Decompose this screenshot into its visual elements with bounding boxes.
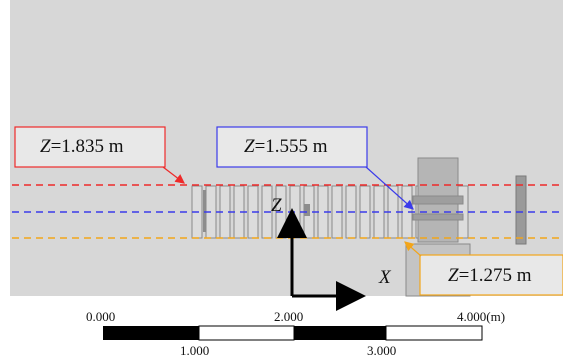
svg-text:Z=1.835 m: Z=1.835 m [40,136,124,157]
scale-bar: 0.000 2.000 4.000(m) 1.000 3.000 [86,309,505,356]
scale-label-4: 4.000(m) [457,309,505,324]
scale-label-0: 0.000 [86,309,115,324]
svg-text:Z=1.555 m: Z=1.555 m [244,136,328,157]
label-box-red: Z=1.835 m [14,126,185,184]
level-red-value: =1.835 m [51,136,124,157]
x-axis-label: X [378,267,392,288]
label-box-blue: Z=1.555 m [216,126,414,210]
z-axis-label: Z [271,195,282,216]
label-box-orange: Z=1.275 m [404,241,563,296]
level-blue-value: =1.555 m [255,136,328,157]
level-orange-var: Z [448,265,459,286]
right-device [515,175,527,245]
coordinate-axes: Z X [271,195,392,311]
svg-text:Z=1.275 m: Z=1.275 m [448,265,532,286]
scale-label-3: 3.000 [367,343,396,356]
level-red-var: Z [40,136,51,157]
level-blue-var: Z [244,136,255,157]
level-orange-value: =1.275 m [459,265,532,286]
scale-label-2: 2.000 [274,309,303,324]
scale-label-1: 1.000 [180,343,209,356]
center-device [304,204,310,216]
